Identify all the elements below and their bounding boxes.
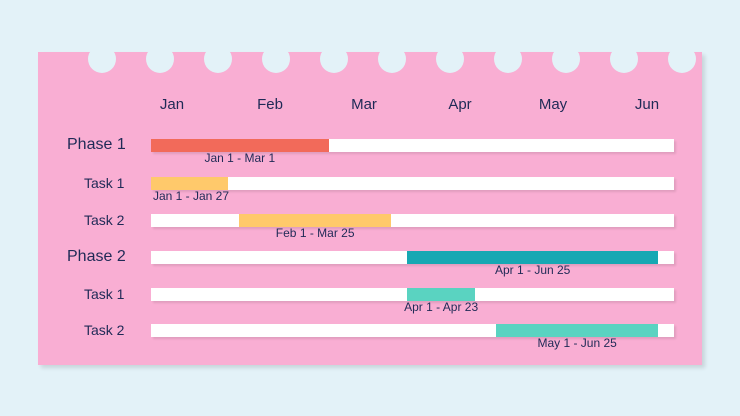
task-label: Task 1 [84,175,125,191]
phase-label: Phase 2 [67,248,126,265]
task-label: Task 2 [84,212,125,228]
month-label-may: May [538,96,568,113]
paper-hole [610,45,638,73]
task-bar[interactable] [496,324,659,337]
paper-hole [204,45,232,73]
date-range-label: Apr 1 - Jun 25 [494,263,571,277]
timeline-track [151,251,674,264]
phase-bar[interactable] [151,139,329,152]
paper-hole [552,45,580,73]
paper-hole [494,45,522,73]
timeline-track [151,177,674,190]
phase-label: Phase 1 [67,136,126,153]
month-label-apr: Apr [448,96,472,113]
task-bar[interactable] [151,177,228,190]
paper-hole [146,45,174,73]
gantt-card [38,52,702,365]
timeline-track [151,288,674,301]
month-label-feb: Feb [257,96,283,113]
task-label: Task 1 [84,286,125,302]
month-label-mar: Mar [351,96,377,113]
paper-hole [378,45,406,73]
date-range-label: Jan 1 - Mar 1 [204,151,276,165]
paper-hole [668,45,696,73]
task-bar[interactable] [239,214,392,227]
timeline-track [151,139,674,152]
paper-hole [262,45,290,73]
paper-hole [88,45,116,73]
timeline-track [151,324,674,337]
date-range-label: Jan 1 - Jan 27 [152,189,230,203]
task-label: Task 2 [84,322,125,338]
task-bar[interactable] [407,288,476,301]
paper-hole [436,45,464,73]
month-label-jun: Jun [634,96,660,113]
phase-bar[interactable] [407,251,659,264]
date-range-label: Feb 1 - Mar 25 [275,226,355,240]
timeline-track [151,214,674,227]
date-range-label: May 1 - Jun 25 [537,336,617,350]
date-range-label: Apr 1 - Apr 23 [404,300,479,314]
month-label-jan: Jan [159,96,185,113]
paper-hole [320,45,348,73]
